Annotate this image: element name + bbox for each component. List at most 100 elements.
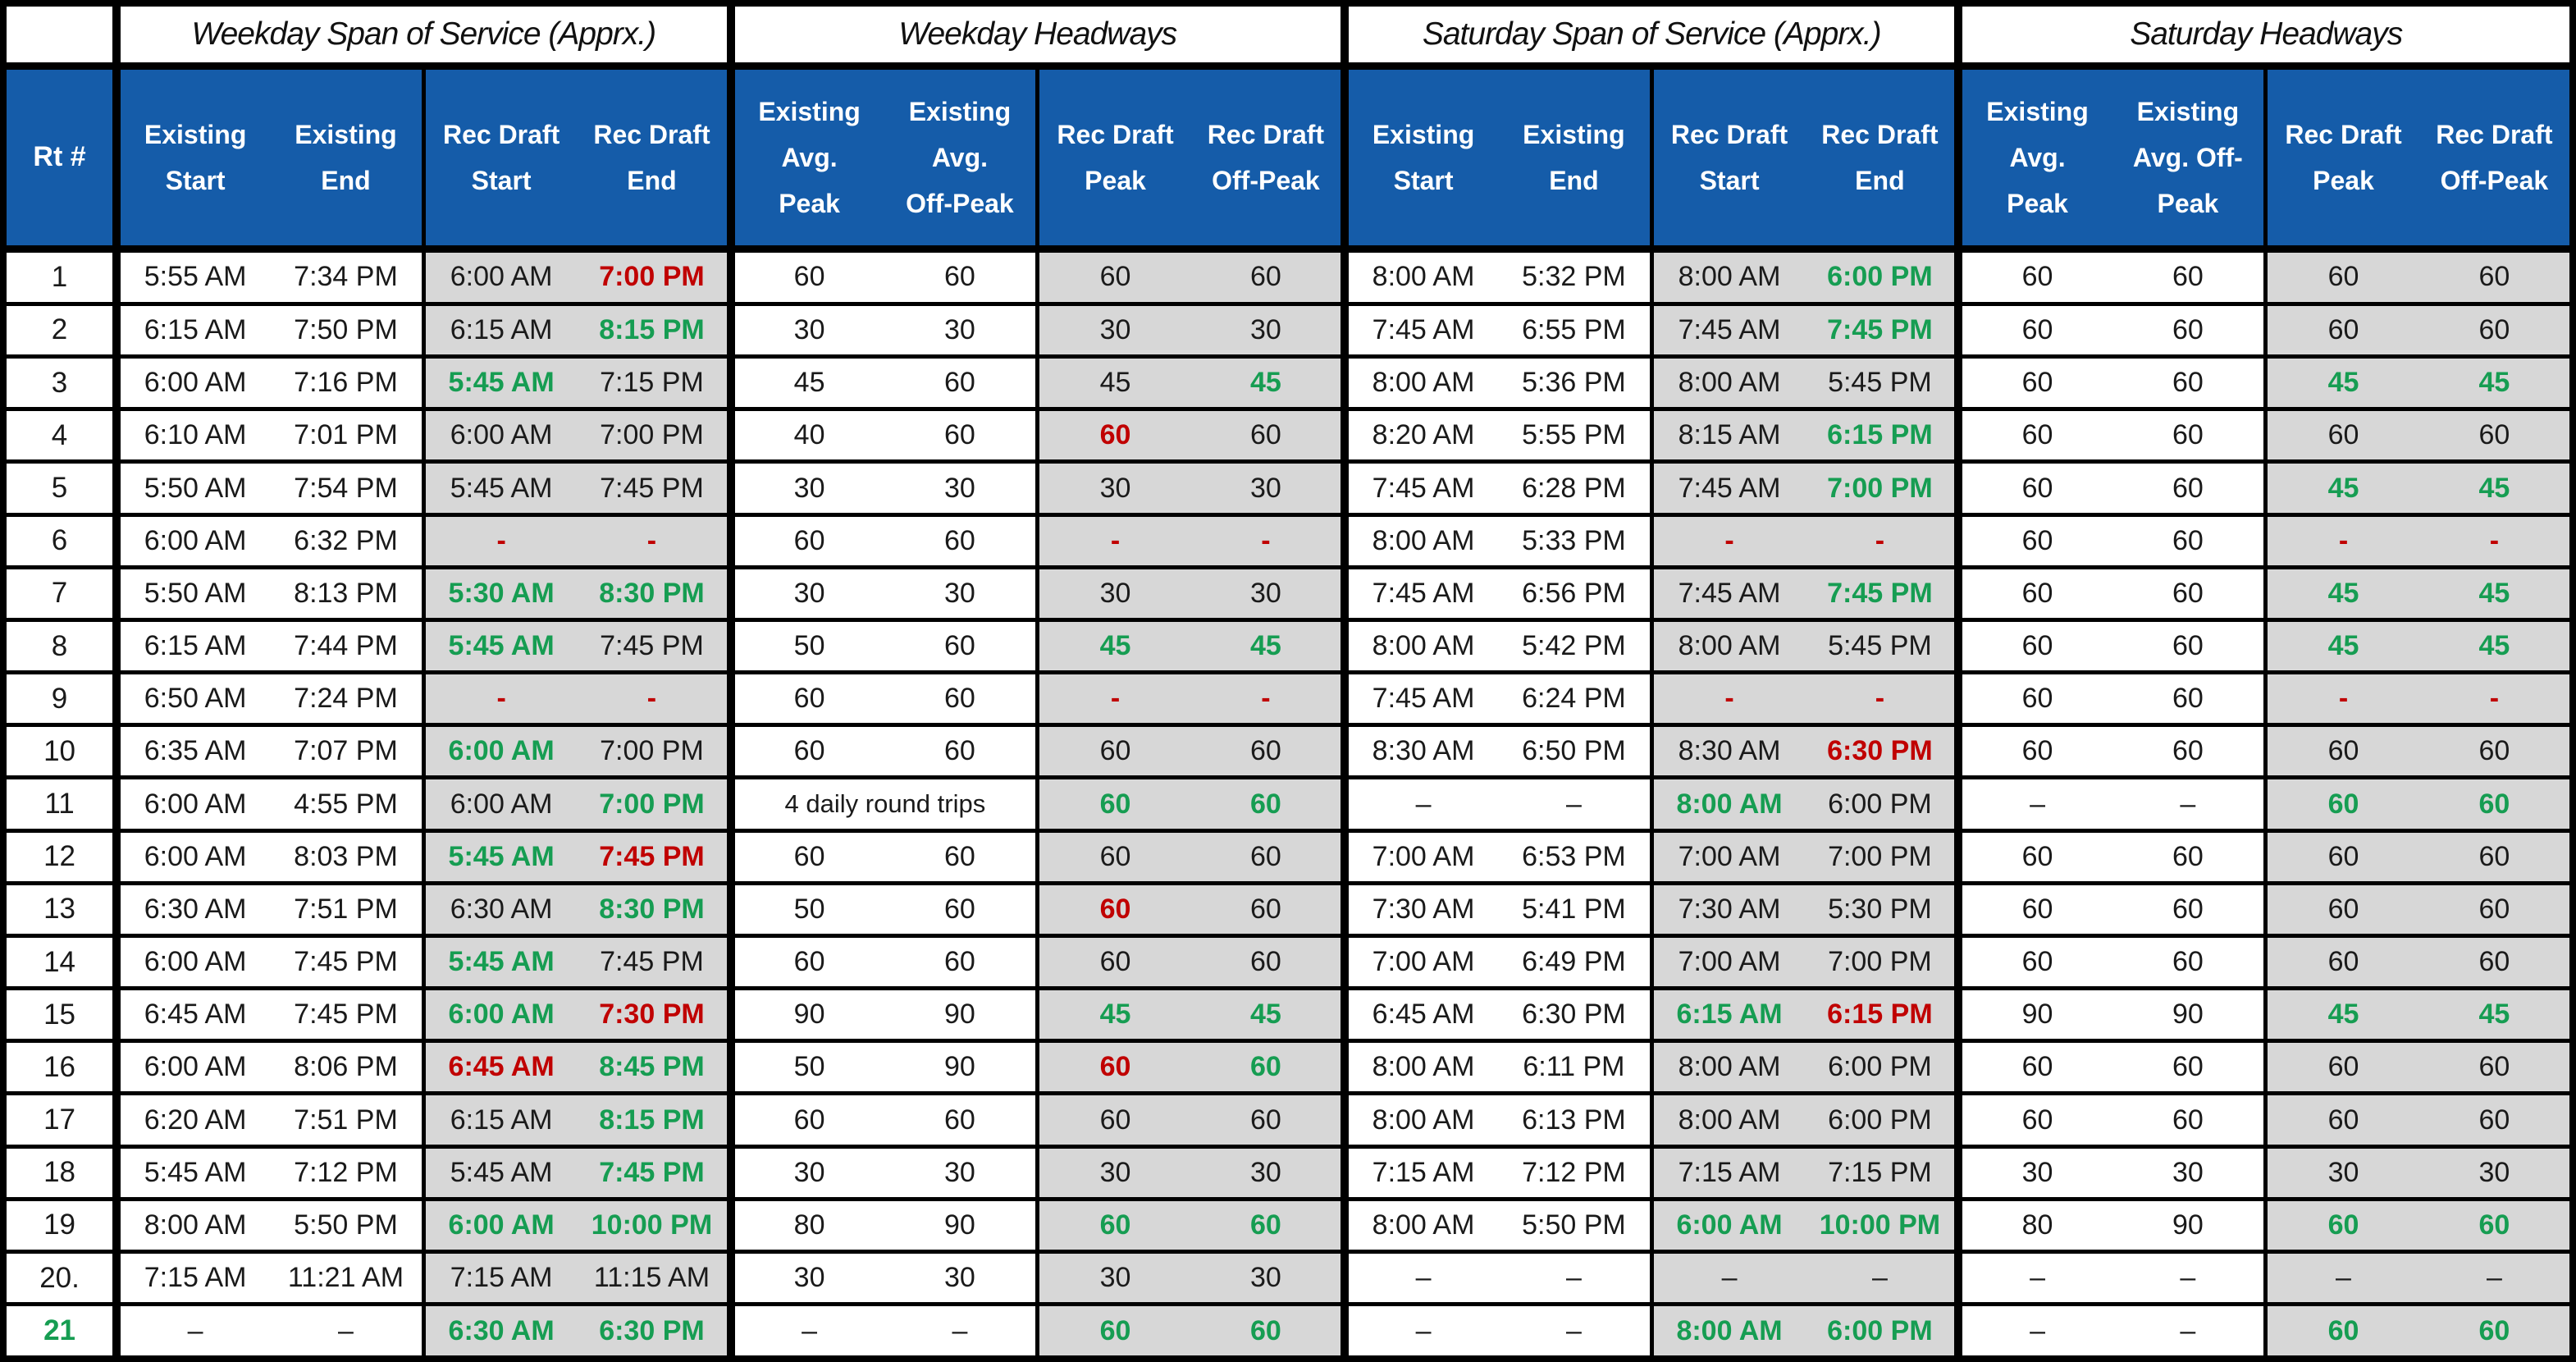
cell-sat-hw-exist-peak: 60 xyxy=(1954,933,2112,989)
cell-wkd-draft-start: 5:45 AM xyxy=(421,1144,578,1200)
cell-wkd-hw-exist-offpeak: 30 xyxy=(884,1144,1038,1200)
cell-sat-hw-draft-offpeak: 60 xyxy=(2418,1196,2573,1252)
cell-sat-exist-start: 7:30 AM xyxy=(1340,880,1499,936)
route-number: 10 xyxy=(3,723,117,778)
cell-wkd-hw-exist-peak: 50 xyxy=(726,880,884,936)
cell-wkd-hw-draft-peak: 30 xyxy=(1035,1249,1191,1305)
cell-wkd-hw-exist-offpeak: 30 xyxy=(884,301,1038,357)
cell-sat-hw-exist-peak: – xyxy=(1954,1302,2112,1359)
cell-sat-exist-end: – xyxy=(1498,1302,1652,1359)
cell-wkd-hw-exist-peak: 30 xyxy=(726,564,884,620)
group-title-saturday-headways: Saturday Headways xyxy=(1954,3,2573,70)
cell-sat-hw-exist-offpeak: – xyxy=(2112,775,2266,831)
cell-wkd-hw-exist-offpeak: 60 xyxy=(884,617,1038,673)
cell-wkd-hw-draft-offpeak: 60 xyxy=(1190,775,1345,831)
cell-sat-hw-draft-offpeak: 45 xyxy=(2418,617,2573,673)
cell-wkd-hw-draft-offpeak: 30 xyxy=(1190,459,1345,515)
cell-wkd-exist-start: 6:20 AM xyxy=(112,1091,271,1147)
cell-wkd-hw-draft-peak: - xyxy=(1035,512,1191,568)
cell-sat-hw-exist-offpeak: 60 xyxy=(2112,459,2266,515)
cell-wkd-exist-end: 7:44 PM xyxy=(270,617,424,673)
cell-wkd-hw-exist-offpeak: 60 xyxy=(884,933,1038,989)
cell-wkd-exist-start: 5:45 AM xyxy=(112,1144,271,1200)
cell-wkd-exist-start: 5:55 AM xyxy=(112,245,271,304)
cell-wkd-exist-start: 6:15 AM xyxy=(112,617,271,673)
cell-wkd-hw-draft-peak: 60 xyxy=(1035,1302,1191,1359)
cell-wkd-hw-draft-peak: 60 xyxy=(1035,933,1191,989)
table-row: 21– –6:30 AM 6:30 PM – –60 60– –8:00 AM 6:00 PM… xyxy=(3,1302,2573,1359)
col-header-sat-draft-start: Rec Draft Start xyxy=(1649,66,1806,253)
cell-wkd-exist-end: 6:32 PM xyxy=(270,512,424,568)
cell-sat-draft-end: – xyxy=(1805,1249,1959,1305)
table-row: 1 5:55 AM 7:34 PM 6:00 AM 7:00 PM 60 60 60 60 8:0… xyxy=(3,245,2573,304)
cell-wkd-hw-exist-peak: – xyxy=(726,1302,884,1359)
route-number: 12 xyxy=(3,828,117,884)
cell-wkd-draft-end: 11:15 AM xyxy=(577,1249,731,1305)
cell-sat-draft-end: 5:30 PM xyxy=(1805,880,1959,936)
cell-sat-draft-start: 8:15 AM xyxy=(1649,407,1806,462)
cell-sat-exist-start: 6:45 AM xyxy=(1340,986,1499,1041)
cell-sat-hw-exist-offpeak: 60 xyxy=(2112,1091,2266,1147)
cell-sat-exist-start: 8:00 AM xyxy=(1340,1196,1499,1252)
cell-sat-exist-start: 7:45 AM xyxy=(1340,459,1499,515)
cell-sat-hw-exist-peak: 30 xyxy=(1954,1144,2112,1200)
cell-wkd-hw-draft-peak: 60 xyxy=(1035,1091,1191,1147)
cell-wkd-draft-end: 6:30 PM xyxy=(577,1302,731,1359)
cell-wkd-hw-exist-offpeak: 90 xyxy=(884,986,1038,1041)
cell-wkd-draft-start: 5:45 AM xyxy=(421,617,578,673)
cell-sat-exist-start: 7:45 AM xyxy=(1340,564,1499,620)
cell-wkd-draft-start: 5:45 AM xyxy=(421,828,578,884)
col-header-wkd-hw-exist-peak: Existing Avg. Peak xyxy=(726,66,884,253)
cell-sat-draft-end: - xyxy=(1805,670,1959,725)
cell-wkd-exist-start: 7:15 AM xyxy=(112,1249,271,1305)
cell-wkd-draft-end: - xyxy=(577,512,731,568)
cell-sat-hw-draft-peak: - xyxy=(2263,512,2419,568)
route-number: 14 xyxy=(3,933,117,989)
cell-sat-draft-start: 8:00 AM xyxy=(1649,1091,1806,1147)
cell-wkd-hw-exist-peak: 40 xyxy=(726,407,884,462)
cell-sat-draft-start: 8:00 AM xyxy=(1649,617,1806,673)
cell-sat-exist-end: 6:55 PM xyxy=(1498,301,1652,357)
cell-wkd-draft-end: 7:45 PM xyxy=(577,933,731,989)
cell-sat-exist-end: 6:28 PM xyxy=(1498,459,1652,515)
cell-sat-exist-end: 5:42 PM xyxy=(1498,617,1652,673)
cell-wkd-hw-draft-offpeak: 60 xyxy=(1190,1302,1345,1359)
cell-wkd-exist-end: 7:01 PM xyxy=(270,407,424,462)
cell-wkd-draft-end: 7:45 PM xyxy=(577,828,731,884)
cell-wkd-hw-exist-offpeak: 30 xyxy=(884,564,1038,620)
cell-sat-draft-start: 7:15 AM xyxy=(1649,1144,1806,1200)
cell-wkd-hw-draft-peak: 30 xyxy=(1035,301,1191,357)
cell-sat-draft-end: 5:45 PM xyxy=(1805,354,1959,409)
cell-wkd-exist-end: 7:45 PM xyxy=(270,933,424,989)
cell-wkd-hw-draft-peak: 60 xyxy=(1035,245,1191,304)
cell-wkd-exist-start: 6:45 AM xyxy=(112,986,271,1041)
cell-sat-hw-draft-peak: 45 xyxy=(2263,564,2419,620)
cell-wkd-hw-draft-peak: 60 xyxy=(1035,723,1191,778)
cell-wkd-exist-start: 6:50 AM xyxy=(112,670,271,725)
cell-sat-draft-end: 7:45 PM xyxy=(1805,301,1959,357)
cell-sat-hw-draft-peak: 60 xyxy=(2263,933,2419,989)
cell-sat-exist-end: 6:50 PM xyxy=(1498,723,1652,778)
cell-sat-draft-start: 7:30 AM xyxy=(1649,880,1806,936)
route-number: 16 xyxy=(3,1039,117,1094)
cell-sat-hw-draft-peak: 60 xyxy=(2263,245,2419,304)
cell-wkd-draft-end: - xyxy=(577,670,731,725)
cell-sat-exist-end: 5:36 PM xyxy=(1498,354,1652,409)
cell-sat-exist-start: 7:00 AM xyxy=(1340,933,1499,989)
table-row: 3 6:00 AM 7:16 PM 5:45 AM 7:15 PM 45 60 45 45 8:0… xyxy=(3,354,2573,409)
col-header-sat-hw-draft-offpeak: Rec Draft Off-Peak xyxy=(2418,66,2573,253)
cell-sat-draft-start: 8:00 AM xyxy=(1649,245,1806,304)
cell-wkd-hw-exist-offpeak: 60 xyxy=(884,880,1038,936)
route-number: 1 xyxy=(3,245,117,304)
route-number: 11 xyxy=(3,775,117,831)
cell-wkd-draft-start: 6:45 AM xyxy=(421,1039,578,1094)
cell-wkd-hw-draft-peak: 30 xyxy=(1035,1144,1191,1200)
cell-wkd-exist-end: 8:06 PM xyxy=(270,1039,424,1094)
cell-wkd-hw-draft-offpeak: 60 xyxy=(1190,723,1345,778)
cell-sat-exist-end: 6:49 PM xyxy=(1498,933,1652,989)
cell-sat-hw-exist-offpeak: 60 xyxy=(2112,407,2266,462)
cell-sat-exist-start: 8:00 AM xyxy=(1340,1039,1499,1094)
cell-sat-exist-end: 6:24 PM xyxy=(1498,670,1652,725)
cell-sat-hw-exist-offpeak: 60 xyxy=(2112,354,2266,409)
cell-sat-hw-draft-offpeak: 60 xyxy=(2418,1302,2573,1359)
